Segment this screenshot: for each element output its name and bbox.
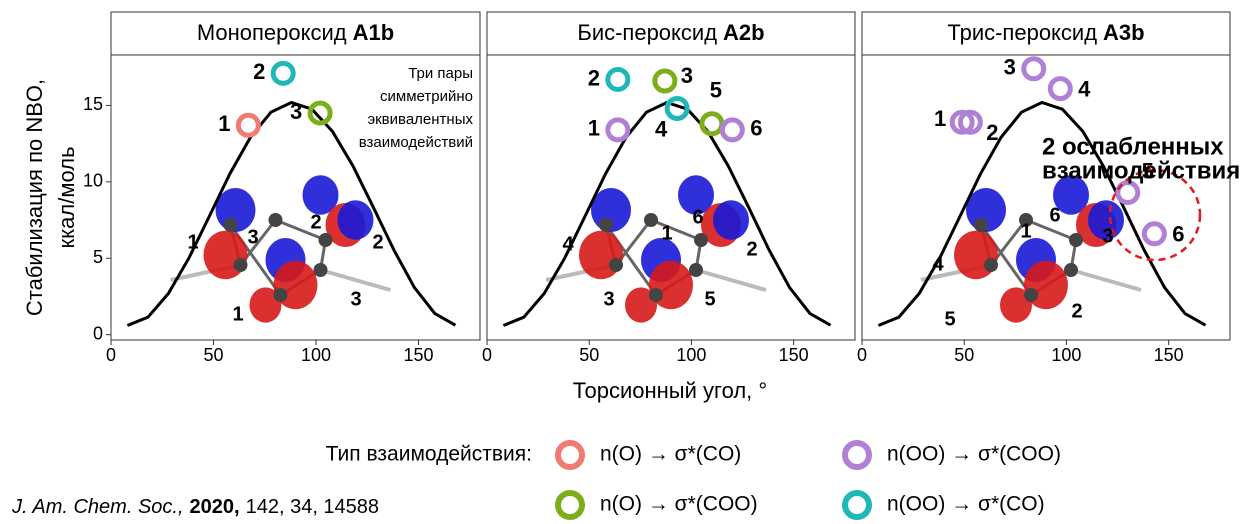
arrow-label: 3 (1102, 225, 1113, 247)
arrow-label: 1 (1020, 220, 1031, 242)
y-axis-label: ккал/моль (54, 146, 79, 248)
atom (984, 258, 998, 272)
x-tick-label: 150 (779, 345, 809, 365)
point-label: 6 (750, 116, 762, 141)
arrow-label: 1 (187, 231, 198, 253)
arrow-label: 4 (932, 253, 944, 275)
point-label: 2 (253, 59, 265, 84)
x-tick-label: 150 (1154, 345, 1184, 365)
panel-title-text: Бис-пероксид (577, 20, 717, 45)
legend-label: n(OO) → σ*(COO) (887, 443, 1061, 466)
atom (689, 263, 703, 277)
arrow-label: 5 (944, 308, 955, 330)
point-label: 2 (986, 120, 998, 145)
y-axis-label: Стабилизация по NBO, (22, 79, 47, 316)
arrow-label: 1 (661, 222, 672, 244)
annotation: взаимодействий (359, 134, 473, 151)
x-tick-label: 0 (857, 345, 867, 365)
annotation-red: взаимодействия (1042, 157, 1240, 184)
y-tick-label: 15 (83, 94, 103, 114)
atom (1069, 233, 1083, 247)
atom (1064, 263, 1078, 277)
arrow-label: 2 (310, 211, 321, 233)
x-tick-label: 0 (106, 345, 116, 365)
x-tick-label: 50 (579, 345, 599, 365)
panel-title-text: Монопероксид (197, 20, 347, 45)
atom (644, 213, 658, 227)
legend-label: n(O) → σ*(COO) (600, 493, 758, 516)
point-label: 3 (681, 63, 693, 88)
atom (649, 288, 663, 302)
arrow-label: 1 (232, 303, 243, 325)
x-tick-label: 50 (203, 345, 223, 365)
panel-title-text: Трис-пероксид (947, 20, 1097, 45)
atom (1024, 288, 1038, 302)
arrow-label: 2 (746, 238, 757, 260)
orbital-lobe (338, 200, 374, 240)
panel-title: Бис-пероксидA2b (577, 20, 764, 45)
point-label: 6 (1172, 222, 1184, 247)
annotation-red: 2 ослабленных (1042, 133, 1224, 160)
legend-swatch (558, 443, 582, 467)
citation: J. Am. Chem. Soc., 2020, 142, 34, 14588 (11, 496, 379, 518)
arrow-label: 3 (603, 288, 614, 310)
point-label: 1 (934, 106, 946, 131)
point-label: 3 (290, 99, 302, 124)
point-label: 1 (588, 116, 600, 141)
chart: МонопероксидA1b050100150111333222Бис-пер… (0, 0, 1256, 524)
point-label: 4 (655, 116, 668, 141)
atom (974, 218, 988, 232)
point-label: 4 (1078, 76, 1091, 101)
point-label: 5 (710, 78, 722, 103)
atom (694, 233, 708, 247)
y-tick-label: 10 (83, 171, 103, 191)
atom (274, 288, 288, 302)
arrow-label: 4 (562, 233, 574, 255)
y-tick-label: 0 (93, 323, 103, 343)
legend-label: n(OO) → σ*(CO) (887, 493, 1045, 516)
atom (234, 258, 248, 272)
y-tick-label: 5 (93, 247, 103, 267)
arrow-label: 6 (692, 206, 703, 228)
legend-title: Тип взаимодействия: (326, 443, 532, 466)
arrow-label: 6 (1049, 204, 1060, 226)
arrow-label: 5 (704, 288, 715, 310)
panel-title-bold: A1b (353, 20, 395, 45)
point-label: 3 (1004, 55, 1016, 80)
panel-title-bold: A2b (723, 20, 765, 45)
x-axis-label: Торсионный угол, ° (573, 378, 767, 403)
x-tick-label: 100 (1051, 345, 1081, 365)
annotation: Три пары (408, 65, 473, 82)
orbital-lobe (713, 200, 749, 240)
panel-title-bold: A3b (1103, 20, 1145, 45)
atom (269, 213, 283, 227)
x-tick-label: 0 (482, 345, 492, 365)
x-tick-label: 100 (676, 345, 706, 365)
arrow-label: 3 (350, 288, 361, 310)
atom (319, 233, 333, 247)
annotation: симметрийно (380, 88, 473, 105)
point-label: 2 (588, 65, 600, 90)
x-tick-label: 150 (403, 345, 433, 365)
legend-swatch (845, 493, 869, 517)
annotation: эквивалентных (367, 111, 473, 128)
arrow-label: 2 (1071, 300, 1082, 322)
legend-swatch (845, 443, 869, 467)
arrow-label: 2 (372, 231, 383, 253)
citation-year: 2020, (190, 496, 240, 518)
legend-label: n(O) → σ*(CO) (600, 443, 741, 466)
atom (609, 258, 623, 272)
x-tick-label: 50 (954, 345, 974, 365)
atom (314, 263, 328, 277)
citation-rest: 142, 34, 14588 (246, 496, 379, 518)
arrow-label: 3 (247, 226, 258, 248)
point-label: 1 (218, 111, 230, 136)
x-tick-label: 100 (301, 345, 331, 365)
legend-swatch (558, 493, 582, 517)
atom (224, 218, 238, 232)
atom (599, 218, 613, 232)
citation-journal: J. Am. Chem. Soc., (11, 496, 184, 518)
